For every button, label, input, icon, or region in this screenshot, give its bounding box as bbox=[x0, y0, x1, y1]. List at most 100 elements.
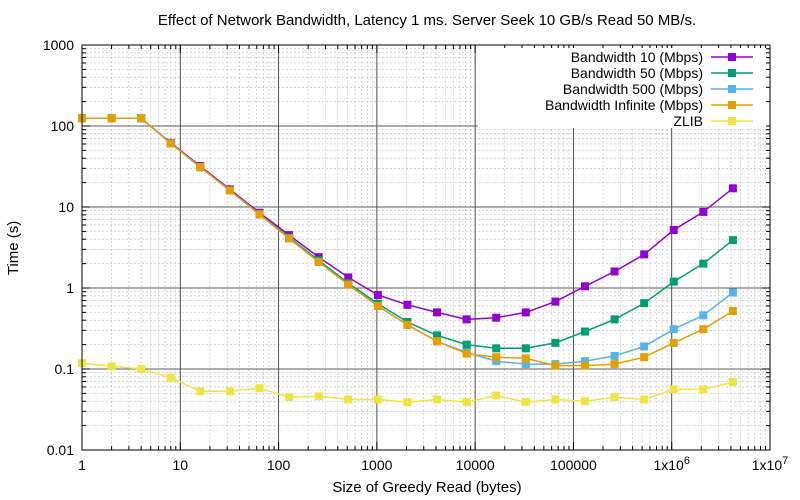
series-point-0 bbox=[669, 226, 678, 235]
legend-marker bbox=[728, 117, 736, 125]
x-tick-label: 1000 bbox=[361, 457, 392, 473]
legend-marker bbox=[728, 69, 736, 77]
x-tick-label: 10 bbox=[172, 457, 188, 473]
series-point-1 bbox=[521, 344, 530, 353]
series-point-4 bbox=[373, 395, 382, 404]
series-point-3 bbox=[314, 257, 323, 266]
series-point-3 bbox=[285, 234, 294, 243]
series-point-0 bbox=[640, 250, 649, 259]
series-lines bbox=[81, 117, 734, 403]
series-point-3 bbox=[196, 163, 205, 172]
axis-ticks: 1 10 100 1000 10000 100000 1x106 1x107 0.01 0.1 1 1… bbox=[43, 37, 788, 473]
series-point-4 bbox=[166, 373, 175, 382]
series-point-0 bbox=[462, 315, 471, 324]
series-point-2 bbox=[610, 351, 619, 360]
series-point-0 bbox=[344, 273, 353, 282]
series-point-3 bbox=[640, 353, 649, 362]
series-points bbox=[78, 114, 737, 407]
series-point-0 bbox=[728, 184, 737, 193]
series-point-0 bbox=[403, 300, 412, 309]
series-point-3 bbox=[699, 325, 708, 334]
legend: Bandwidth 10 (Mbps)Bandwidth 50 (Mbps)Ba… bbox=[478, 48, 766, 129]
series-point-3 bbox=[225, 186, 234, 195]
series-point-4 bbox=[314, 392, 323, 401]
series-point-4 bbox=[640, 395, 649, 404]
y-tick-label: 100 bbox=[51, 118, 75, 134]
series-line-0 bbox=[82, 117, 734, 321]
legend-label: ZLIB bbox=[673, 113, 703, 129]
y-tick-label: 10 bbox=[58, 199, 74, 215]
series-point-4 bbox=[196, 387, 205, 396]
y-tick-label: 1000 bbox=[43, 37, 74, 53]
series-point-1 bbox=[728, 236, 737, 245]
x-axis-label: Size of Greedy Read (bytes) bbox=[332, 479, 521, 496]
series-point-4 bbox=[107, 362, 116, 371]
series-point-1 bbox=[669, 277, 678, 286]
series-point-4 bbox=[462, 398, 471, 407]
series-point-3 bbox=[669, 338, 678, 347]
series-point-1 bbox=[610, 315, 619, 324]
x-tick-label-exponent: 6 bbox=[684, 455, 690, 467]
series-point-3 bbox=[462, 349, 471, 358]
legend-label: Bandwidth 50 (Mbps) bbox=[571, 65, 703, 81]
legend-label: Bandwidth 10 (Mbps) bbox=[571, 49, 703, 65]
y-tick-label: 0.1 bbox=[55, 361, 75, 377]
series-point-0 bbox=[551, 297, 560, 306]
series-point-0 bbox=[492, 313, 501, 322]
series-point-4 bbox=[551, 395, 560, 404]
series-point-3 bbox=[344, 280, 353, 289]
series-point-0 bbox=[373, 290, 382, 299]
legend-label: Bandwidth Infinite (Mbps) bbox=[545, 97, 703, 113]
series-point-3 bbox=[728, 307, 737, 316]
series-point-3 bbox=[373, 301, 382, 310]
series-point-2 bbox=[699, 311, 708, 320]
series-point-3 bbox=[166, 139, 175, 148]
x-tick-label: 1 bbox=[78, 457, 86, 473]
series-point-1 bbox=[462, 340, 471, 349]
series-point-3 bbox=[403, 320, 412, 329]
series-point-3 bbox=[492, 353, 501, 362]
series-point-2 bbox=[640, 342, 649, 351]
y-tick-label: 1 bbox=[66, 280, 74, 296]
x-tick-label: 100000 bbox=[550, 457, 597, 473]
series-point-4 bbox=[728, 378, 737, 387]
y-axis-label: Time (s) bbox=[5, 221, 22, 275]
series-point-0 bbox=[580, 282, 589, 291]
legend-marker bbox=[728, 85, 736, 93]
series-point-2 bbox=[669, 325, 678, 334]
series-point-1 bbox=[492, 344, 501, 353]
plot-frame bbox=[81, 44, 771, 451]
series-point-4 bbox=[699, 385, 708, 394]
series-point-3 bbox=[107, 114, 116, 123]
series-point-2 bbox=[728, 288, 737, 297]
series-point-4 bbox=[610, 393, 619, 402]
series-point-3 bbox=[551, 361, 560, 370]
series-point-3 bbox=[580, 361, 589, 370]
series-point-4 bbox=[225, 387, 234, 396]
series-point-2 bbox=[580, 357, 589, 366]
series-point-4 bbox=[580, 397, 589, 406]
x-tick-label: 10000 bbox=[456, 457, 495, 473]
series-point-4 bbox=[492, 391, 501, 400]
series-point-3 bbox=[610, 360, 619, 369]
x-tick-label-exponent: 7 bbox=[782, 455, 788, 467]
series-point-3 bbox=[433, 337, 442, 346]
y-tick-label: 0.01 bbox=[47, 442, 74, 458]
x-tick-label: 1x106 bbox=[653, 455, 689, 473]
series-point-0 bbox=[610, 267, 619, 276]
x-tick-label: 1x107 bbox=[752, 455, 788, 473]
series-point-0 bbox=[521, 308, 530, 317]
series-point-1 bbox=[580, 327, 589, 336]
series-point-2 bbox=[521, 360, 530, 369]
legend-marker bbox=[728, 53, 736, 61]
series-point-3 bbox=[137, 114, 146, 123]
series-point-4 bbox=[255, 384, 264, 393]
series-point-0 bbox=[433, 308, 442, 317]
series-point-4 bbox=[433, 395, 442, 404]
series-point-3 bbox=[255, 210, 264, 219]
series-point-1 bbox=[640, 299, 649, 308]
series-point-4 bbox=[285, 393, 294, 402]
legend-label: Bandwidth 500 (Mbps) bbox=[563, 81, 703, 97]
legend-marker bbox=[728, 101, 736, 109]
